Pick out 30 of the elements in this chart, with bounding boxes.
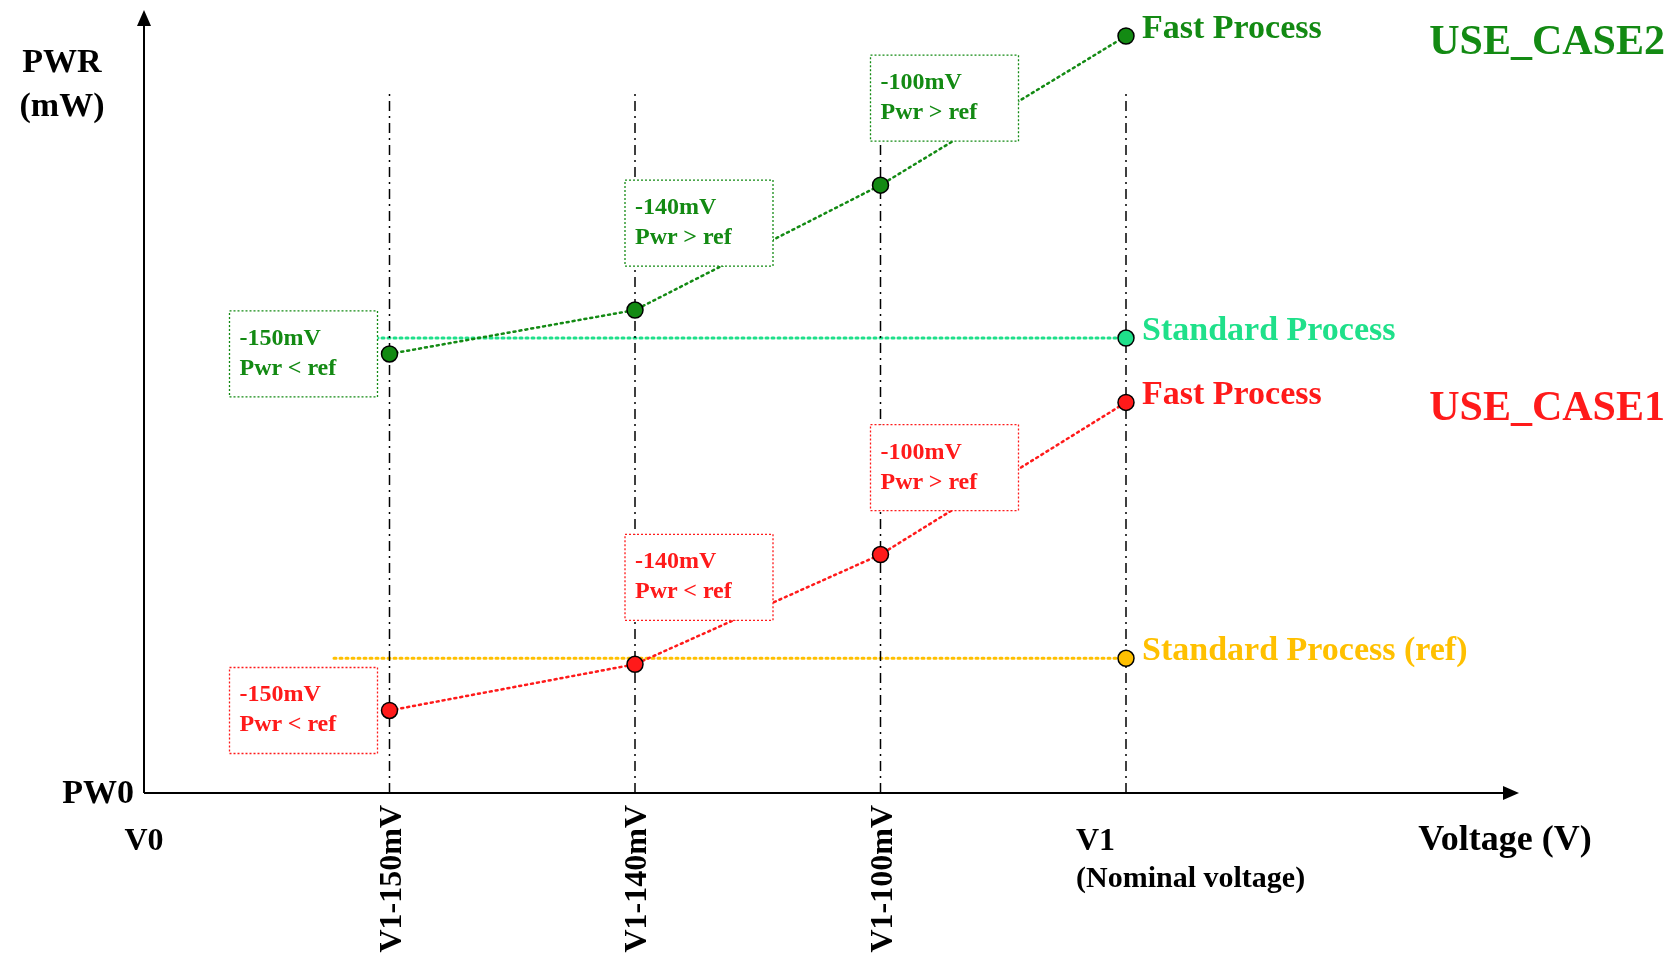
annotation: -140mV Pwr < ref (635, 547, 733, 604)
x-axis-title: Voltage (V) (1418, 818, 1592, 858)
x-tick-label: V1 (Nominal voltage) (1076, 821, 1306, 894)
x-tick-label: V1-140mV (617, 805, 653, 953)
point (1117, 649, 1135, 667)
series-label: Fast Process (1142, 374, 1322, 412)
series-label: Standard Process (1142, 310, 1396, 348)
point (1117, 27, 1135, 45)
series-label: Fast Process (1142, 8, 1322, 45)
point (1117, 393, 1135, 412)
x-tick-label: V1-100mV (862, 805, 899, 953)
text: USE_CASE2 (1429, 17, 1665, 63)
annotation: -100mV Pwr > ref (880, 437, 979, 494)
annotation: -100mV Pwr > ref (880, 68, 979, 125)
point (380, 345, 399, 363)
annotation: PW0 (62, 773, 134, 810)
x-tick-label: V1-150mV (371, 805, 408, 953)
annotation: -150mV Pwr < ref (239, 323, 338, 380)
x-tick-label: V0 (124, 821, 164, 857)
point (871, 176, 890, 194)
annotation: -140mV Pwr > ref (635, 193, 733, 250)
point (626, 301, 644, 319)
y-axis-title: PWR (mW) (19, 42, 105, 124)
point (1117, 329, 1135, 347)
point (380, 701, 399, 720)
point (871, 545, 890, 564)
annotation: -150mV Pwr < ref (239, 680, 338, 737)
point (626, 655, 644, 674)
series-label: Standard Process (ref) (1142, 630, 1468, 669)
text: USE_CASE1 (1429, 383, 1665, 430)
